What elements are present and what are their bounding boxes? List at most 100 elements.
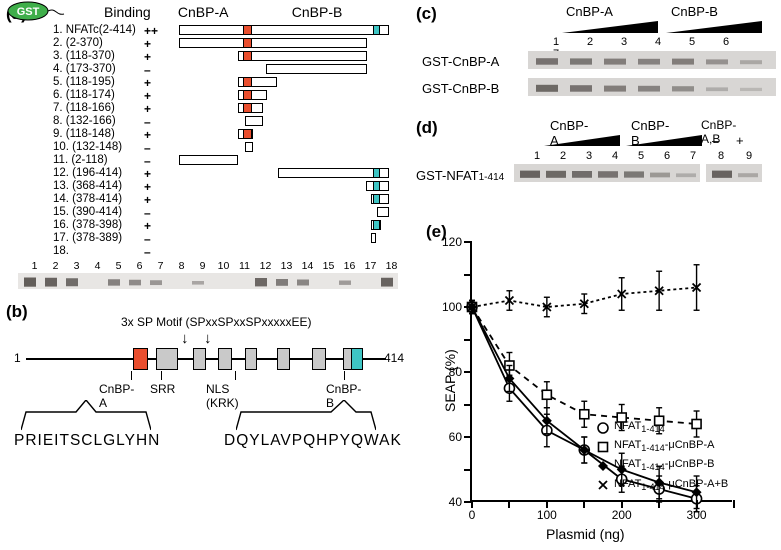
construct-label: 3. (118-370) bbox=[53, 50, 115, 62]
triangle-icon bbox=[544, 134, 620, 147]
gel-c-2 bbox=[528, 78, 776, 96]
lbl-nls: NLS (KRK) bbox=[206, 382, 239, 410]
svg-text:GST: GST bbox=[17, 6, 40, 18]
construct-label: 15. (390-414) bbox=[53, 206, 122, 218]
construct-label: 13. (368-414) bbox=[53, 180, 122, 192]
arrow-icon: ↓ bbox=[181, 330, 189, 347]
binding-value: + bbox=[144, 193, 151, 207]
construct-label: 10. (132-148) bbox=[53, 141, 122, 153]
construct-label: 8. (132-166) bbox=[53, 115, 116, 127]
bracket-a bbox=[21, 400, 151, 434]
panel-a-lane-numbers: 123456789101112131415161718 bbox=[24, 260, 402, 272]
binding-value: – bbox=[144, 115, 151, 129]
lane-number: 14 bbox=[297, 260, 318, 272]
lane-number: 18 bbox=[381, 260, 402, 272]
domain-box-cnbpA bbox=[133, 348, 148, 370]
construct-label: 11. (2-118) bbox=[53, 154, 108, 166]
construct-label: 14. (378-414) bbox=[53, 193, 122, 205]
lane-number: 17 bbox=[360, 260, 381, 272]
lane-number: 6 bbox=[709, 36, 743, 48]
arrow-icon: ↓ bbox=[204, 330, 212, 347]
lane-number: 2 bbox=[573, 36, 607, 48]
lane-number: 2 bbox=[45, 260, 66, 272]
hdr-cnbpb: CnBP-B bbox=[292, 4, 343, 20]
row-label-gst-cnbpa: GST-CnBP-A bbox=[422, 54, 499, 69]
sp-motif-text: 3x SP Motif (SPxxSPxxSPxxxxxEE) bbox=[121, 315, 312, 329]
y-tick-label: 120 bbox=[438, 235, 462, 249]
lane-number: 1 bbox=[539, 36, 573, 48]
binding-value: – bbox=[144, 206, 151, 220]
x-tick-label: 0 bbox=[469, 508, 476, 522]
minus-label: – bbox=[712, 133, 719, 148]
lane-number: 3 bbox=[576, 150, 602, 162]
triangle-icon bbox=[666, 20, 762, 34]
hdr-binding: Binding bbox=[104, 4, 174, 20]
lane-number: 1 bbox=[24, 260, 45, 272]
construct-label: 5. (118-195) bbox=[53, 76, 115, 88]
lane-number: 15 bbox=[318, 260, 339, 272]
legend-item: NFAT1-414-μCnBP-A+B bbox=[596, 476, 728, 495]
y-tick-label: 60 bbox=[438, 430, 462, 444]
b-left-num: 1 bbox=[14, 351, 21, 365]
binding-value: + bbox=[144, 76, 151, 90]
panel-b-diagram bbox=[26, 348, 386, 373]
lane-number: 10 bbox=[213, 260, 234, 272]
lane-number: 2 bbox=[550, 150, 576, 162]
binding-value: + bbox=[144, 180, 151, 194]
domain-box-sp4 bbox=[312, 348, 326, 370]
domain-box-sp1 bbox=[193, 348, 207, 370]
binding-value: + bbox=[144, 167, 151, 181]
lane-number: 11 bbox=[234, 260, 255, 272]
lane-number: 3 bbox=[607, 36, 641, 48]
legend-item: NFAT1-414-μCnBP-A bbox=[596, 437, 728, 456]
legend-item: NFAT1-414 bbox=[596, 418, 728, 437]
binding-value: + bbox=[144, 219, 151, 233]
plus-label: + bbox=[736, 133, 744, 148]
construct-label: 12. (196-414) bbox=[53, 167, 122, 179]
domain-box-cnbpB bbox=[351, 348, 363, 370]
lane-number: 5 bbox=[628, 150, 654, 162]
domain-box-srr bbox=[156, 348, 178, 370]
row-label-gst-nfat: GST-NFAT1-414 bbox=[416, 168, 504, 183]
lane-number: 9 bbox=[736, 150, 762, 162]
lane-number: 3 bbox=[66, 260, 87, 272]
domain-box-sp2 bbox=[218, 348, 232, 370]
construct-label: 2. (2-370) bbox=[53, 37, 103, 49]
lane-number: 13 bbox=[276, 260, 297, 272]
gst-oval: GST bbox=[6, 0, 66, 24]
binding-value: + bbox=[144, 50, 151, 64]
construct-label: 6. (118-174) bbox=[53, 89, 115, 101]
panel-b: (b) 3x SP Motif (SPxxSPxxSPxxxxxEE) ↓ ↓ … bbox=[6, 302, 404, 542]
triangle-icon bbox=[562, 20, 658, 34]
binding-value: + bbox=[144, 128, 151, 142]
binding-value: – bbox=[144, 154, 151, 168]
chart-legend: NFAT1-414NFAT1-414-μCnBP-A NFAT1-414-μCnB… bbox=[596, 418, 728, 495]
panel-a-headers: Binding CnBP-A CnBP-B bbox=[104, 4, 342, 20]
x-tick-label: 200 bbox=[612, 508, 632, 522]
lane-number: 8 bbox=[706, 150, 736, 162]
binding-value: + bbox=[144, 37, 151, 51]
binding-value: + bbox=[144, 89, 151, 103]
c-hdr-b: CnBP-B bbox=[671, 4, 718, 19]
row-label-gst-cnbpb: GST-CnBP-B bbox=[422, 81, 499, 96]
lbl-srr: SRR bbox=[150, 382, 175, 396]
lane-number: 6 bbox=[129, 260, 150, 272]
binding-value: – bbox=[144, 245, 151, 259]
panel-e: (e) SEAP (%) Plasmid (ng) 40608010012001… bbox=[426, 222, 776, 544]
lane-number: 6 bbox=[654, 150, 680, 162]
hdr-cnbpa: CnBP-A bbox=[178, 4, 288, 20]
construct-label: 16. (378-398) bbox=[53, 219, 122, 231]
x-axis-label: Plasmid (ng) bbox=[546, 526, 625, 542]
lane-number: 4 bbox=[641, 36, 675, 48]
gel-c-1 bbox=[528, 51, 776, 69]
triangle-icon bbox=[626, 134, 702, 147]
panel-d-label: (d) bbox=[416, 118, 438, 138]
binding-value: – bbox=[144, 232, 151, 246]
x-tick-label: 300 bbox=[687, 508, 707, 522]
panel-c: (c) CnBP-A CnBP-B 1234567 GST-CnBP-A GST… bbox=[416, 4, 776, 104]
panel-a-gel bbox=[18, 273, 398, 289]
panel-c-label: (c) bbox=[416, 4, 437, 24]
lane-number: 1 bbox=[524, 150, 550, 162]
panel-d: (d) CnBP-A CnBP-B CnBP-A,B – + 123456789… bbox=[416, 118, 776, 198]
seq-a: PRIEITSCLGLYHN bbox=[14, 432, 160, 450]
